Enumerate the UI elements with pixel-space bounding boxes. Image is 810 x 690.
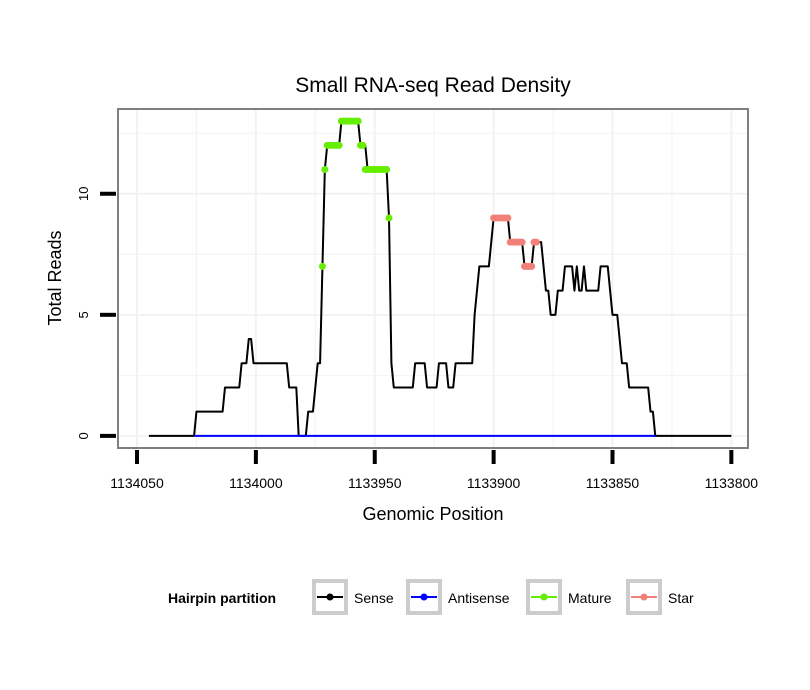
x-tick-label: 1133800 (705, 475, 759, 491)
legend-label-antisense: Antisense (448, 590, 510, 606)
x-tick-label: 1133850 (586, 475, 640, 491)
x-tick-label: 1133950 (348, 475, 402, 491)
x-axis: 1134050 1134000 1133950 1133900 1133850 11338… (110, 450, 758, 491)
mature-point (385, 214, 393, 222)
x-tick-label: 1134000 (229, 475, 283, 491)
legend-marker-sense (326, 593, 334, 601)
y-axis: 0 5 10 (76, 187, 116, 440)
panel-border (117, 108, 749, 449)
series-points (318, 117, 540, 270)
mature-point (318, 262, 326, 270)
mature-point (383, 166, 391, 174)
star-point (528, 262, 536, 270)
y-tick-label: 5 (76, 311, 91, 318)
y-tick-label: 10 (76, 187, 91, 201)
star-point (532, 238, 540, 246)
mature-point (359, 141, 367, 149)
mature-point (321, 166, 329, 174)
mature-point (354, 117, 362, 125)
series-lines (148, 120, 732, 437)
x-tick-label: 1133900 (467, 475, 521, 491)
sense-series-line (148, 120, 732, 437)
chart-title: Small RNA-seq Read Density (295, 74, 571, 97)
legend-marker-mature (540, 593, 548, 601)
legend: Hairpin partition Sense Antisense Mature St… (168, 579, 694, 615)
star-point (504, 214, 512, 222)
legend-label-star: Star (668, 590, 694, 606)
legend-label-mature: Mature (568, 590, 612, 606)
legend-marker-star (640, 593, 648, 601)
x-tick-label: 1134050 (110, 475, 164, 491)
grid-lines (118, 109, 748, 448)
legend-title: Hairpin partition (168, 590, 276, 606)
x-axis-label: Genomic Position (362, 504, 503, 524)
legend-label-sense: Sense (354, 590, 394, 606)
y-tick-label: 0 (76, 432, 91, 439)
legend-marker-antisense (420, 593, 428, 601)
mature-point (335, 141, 343, 149)
y-axis-label: Total Reads (45, 230, 65, 325)
star-point (518, 238, 526, 246)
